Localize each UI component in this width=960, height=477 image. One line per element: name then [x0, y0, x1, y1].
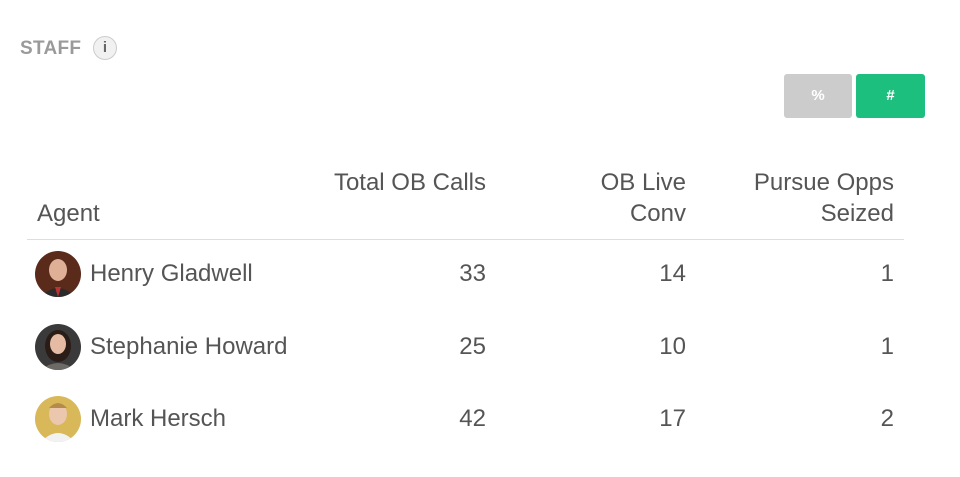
column-header: Total OB Calls [333, 169, 486, 196]
avatar [35, 324, 81, 370]
section-title: STAFF [20, 38, 82, 59]
count-toggle[interactable]: # [856, 74, 925, 118]
metric-value: 33 [459, 260, 486, 287]
column-header: OB Live Conv [600, 169, 686, 227]
metric-value: 14 [659, 260, 686, 287]
header-divider [27, 239, 904, 240]
metric-value: 1 [880, 260, 894, 287]
column-header: Pursue Opps Seized [753, 169, 894, 227]
metric-value: 2 [880, 405, 894, 432]
column-header: Agent [37, 200, 100, 227]
percent-toggle[interactable]: % [784, 74, 852, 118]
agent-name: Henry Gladwell [90, 260, 253, 287]
agent-name: Mark Hersch [90, 405, 227, 432]
metric-value: 25 [459, 333, 486, 360]
metric-value: 10 [659, 333, 686, 360]
metric-value: 42 [459, 405, 486, 432]
avatar [35, 251, 81, 297]
agent-name: Stephanie Howard [90, 333, 288, 360]
metric-value: 17 [659, 405, 686, 432]
info-icon[interactable]: i [93, 36, 117, 60]
avatar [35, 396, 81, 442]
metric-value: 1 [880, 333, 894, 360]
